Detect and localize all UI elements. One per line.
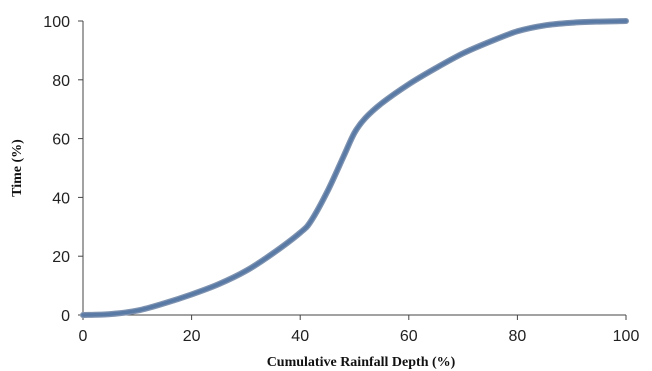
tick-labels: 0 20 40 60 80 100 0 20 40 60 80 100 [43,14,639,345]
axes [78,20,627,320]
y-tick-label: 80 [52,73,70,90]
y-tick-label: 20 [52,249,70,266]
y-tick-label: 100 [43,14,70,31]
y-tick-label: 40 [52,190,70,207]
series-line [81,19,628,317]
x-tick-label: 0 [79,328,88,345]
y-tick-label: 60 [52,132,70,149]
x-tick-label: 40 [291,328,309,345]
y-axis-title: Time (%) [10,139,25,197]
x-tick-label: 100 [613,328,640,345]
y-tick-label: 0 [61,308,70,325]
x-axis-title: Cumulative Rainfall Depth (%) [267,355,456,370]
x-tick-label: 20 [183,328,201,345]
series-layer [80,18,629,318]
x-tick-label: 60 [400,328,418,345]
series-line-halo [80,18,629,318]
x-tick-label: 80 [509,328,527,345]
